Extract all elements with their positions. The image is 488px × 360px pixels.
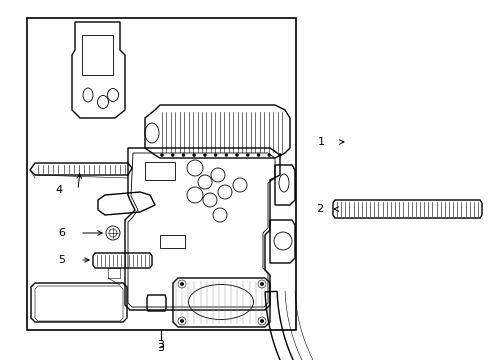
Circle shape <box>171 153 174 157</box>
Text: 3: 3 <box>157 343 164 353</box>
Circle shape <box>182 153 184 157</box>
Circle shape <box>278 153 281 157</box>
Circle shape <box>246 153 249 157</box>
Circle shape <box>260 319 264 323</box>
Circle shape <box>192 153 195 157</box>
Text: 6: 6 <box>58 228 65 238</box>
Bar <box>27 18 295 330</box>
Circle shape <box>180 282 183 286</box>
Circle shape <box>214 153 217 157</box>
Circle shape <box>203 153 206 157</box>
Text: 3: 3 <box>157 340 164 350</box>
Text: 4: 4 <box>56 185 63 195</box>
Circle shape <box>257 153 260 157</box>
Text: 2: 2 <box>315 204 323 214</box>
Circle shape <box>267 153 270 157</box>
Circle shape <box>224 153 227 157</box>
Text: 1: 1 <box>317 137 325 147</box>
Circle shape <box>260 282 264 286</box>
Circle shape <box>180 319 183 323</box>
Text: 5: 5 <box>58 255 65 265</box>
Circle shape <box>160 153 163 157</box>
Circle shape <box>235 153 238 157</box>
